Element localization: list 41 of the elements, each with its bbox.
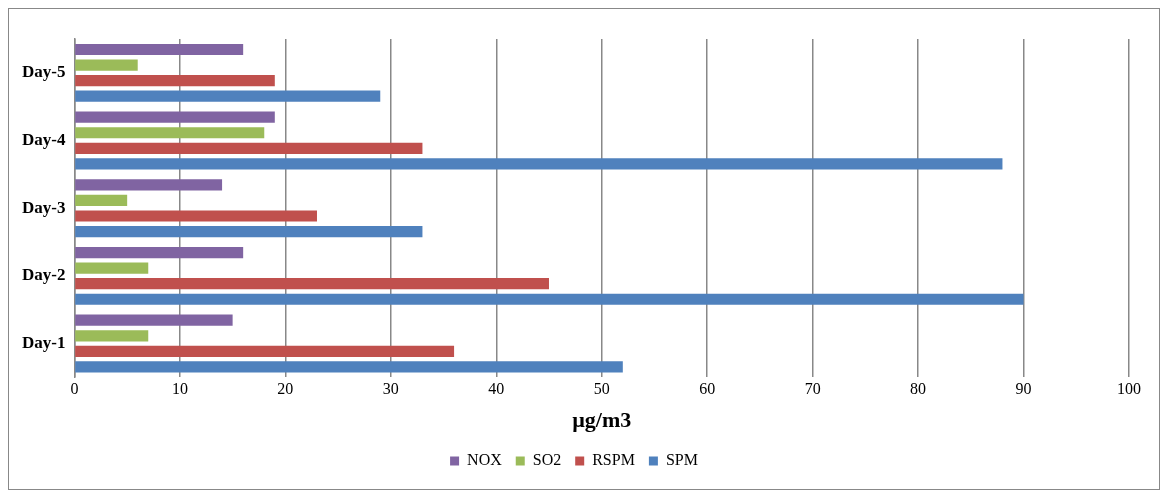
bar [75,111,275,123]
x-tick-label: 100 [1117,380,1141,398]
bar [75,142,423,154]
bar [75,225,423,238]
y-tick-label: Day-1 [21,332,66,352]
bar [75,262,149,274]
x-tick-label: 40 [488,380,505,398]
legend-label: RSPM [592,451,635,469]
bar [75,246,244,259]
bar [75,210,317,222]
x-tick-label: 0 [70,380,79,398]
legend-label: NOX [467,451,503,469]
bar [75,90,381,102]
x-tick-label: 80 [910,380,927,398]
x-tick-label: 20 [277,380,294,398]
bar [75,345,455,357]
bar [75,75,275,87]
bar [75,330,149,342]
x-tick-label: 30 [382,380,399,398]
bar [75,278,549,290]
bar [75,43,244,56]
y-tick-label: Day-3 [21,197,66,217]
x-tick-label: 50 [593,380,610,398]
bar [75,293,1024,305]
bar [75,179,223,191]
legend-label: SO2 [532,451,562,469]
y-tick-label: Day-4 [21,129,66,149]
x-tick-label: 70 [804,380,821,398]
bar [75,158,1003,170]
x-tick-label: 10 [171,380,188,398]
bar [75,127,265,139]
x-tick-label: 60 [699,380,716,398]
x-tick-label: 90 [1015,380,1032,398]
x-axis-title: µg/m3 [572,407,632,433]
bar [75,361,623,373]
legend-label: SPM [665,451,698,469]
bar [75,314,233,326]
y-tick-label: Day-2 [21,265,66,285]
bar [75,194,128,207]
y-tick-label: Day-5 [21,62,66,82]
bar [75,59,138,71]
